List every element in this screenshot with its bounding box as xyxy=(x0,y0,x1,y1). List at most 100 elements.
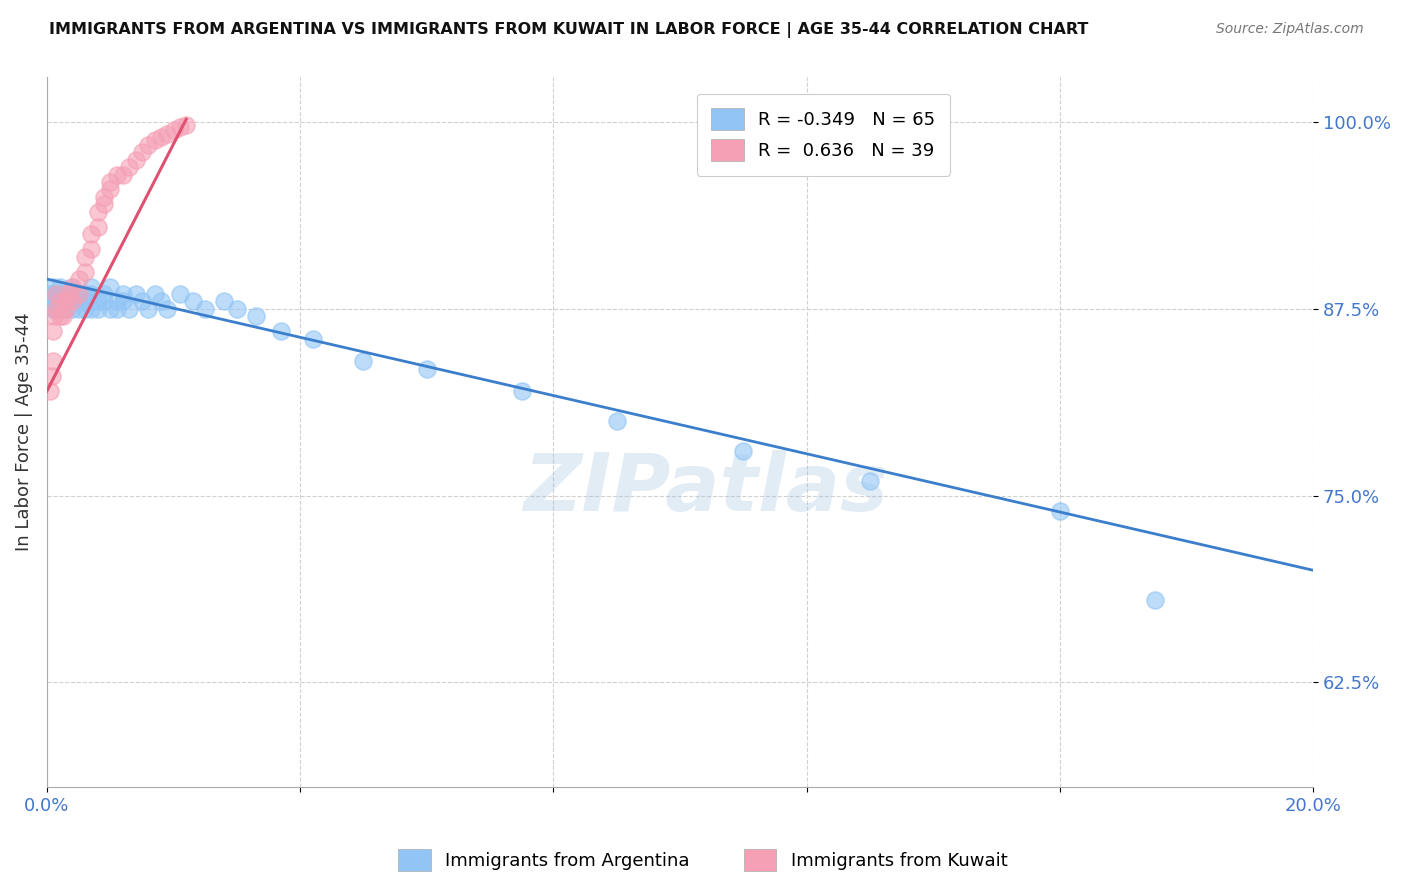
Point xyxy=(131,145,153,160)
Point xyxy=(93,190,115,204)
Point xyxy=(131,294,153,309)
Point xyxy=(124,153,146,167)
Point xyxy=(73,287,96,301)
Point xyxy=(58,287,80,301)
Point xyxy=(55,287,77,301)
Point xyxy=(162,122,184,136)
Point xyxy=(45,287,67,301)
Point xyxy=(73,250,96,264)
Point xyxy=(55,301,77,316)
Point xyxy=(174,118,197,132)
Point xyxy=(42,301,65,316)
Point xyxy=(41,369,63,384)
Point xyxy=(67,287,90,301)
Text: ZIPatlas: ZIPatlas xyxy=(523,450,889,528)
Point xyxy=(606,414,628,428)
Point xyxy=(73,294,96,309)
Point xyxy=(86,294,108,309)
Point xyxy=(169,120,191,134)
Point xyxy=(42,279,65,293)
Point xyxy=(1143,593,1166,607)
Point xyxy=(42,287,65,301)
Point xyxy=(67,287,90,301)
Point xyxy=(67,272,90,286)
Point xyxy=(86,205,108,219)
Point xyxy=(111,168,134,182)
Y-axis label: In Labor Force | Age 35-44: In Labor Force | Age 35-44 xyxy=(15,313,32,551)
Point xyxy=(111,287,134,301)
Legend: R = -0.349   N = 65, R =  0.636   N = 39: R = -0.349 N = 65, R = 0.636 N = 39 xyxy=(697,94,949,176)
Point xyxy=(98,182,121,196)
Point xyxy=(60,279,83,293)
Point xyxy=(48,294,70,309)
Point xyxy=(1049,503,1071,517)
Point xyxy=(80,242,103,256)
Point xyxy=(45,287,67,301)
Point xyxy=(86,301,108,316)
Point xyxy=(45,294,67,309)
Point xyxy=(58,294,80,309)
Point xyxy=(859,474,882,488)
Point xyxy=(52,310,75,324)
Point xyxy=(124,287,146,301)
Point xyxy=(301,332,323,346)
Point xyxy=(67,294,90,309)
Point xyxy=(181,294,204,309)
Point xyxy=(60,294,83,309)
Point xyxy=(45,301,67,316)
Point xyxy=(212,294,235,309)
Point xyxy=(93,197,115,211)
Point xyxy=(44,310,66,324)
Point xyxy=(48,279,70,293)
Point xyxy=(44,301,66,316)
Point xyxy=(39,287,62,301)
Point xyxy=(143,133,166,147)
Point xyxy=(41,294,63,309)
Point xyxy=(48,310,70,324)
Point xyxy=(98,175,121,189)
Point xyxy=(39,384,62,398)
Point xyxy=(42,354,65,368)
Point xyxy=(60,301,83,316)
Point xyxy=(48,294,70,309)
Point xyxy=(48,287,70,301)
Point xyxy=(510,384,533,398)
Point xyxy=(42,324,65,338)
Point xyxy=(270,324,292,338)
Point xyxy=(73,264,96,278)
Point xyxy=(105,168,128,182)
Point xyxy=(143,287,166,301)
Point xyxy=(80,279,103,293)
Point xyxy=(93,287,115,301)
Legend: Immigrants from Argentina, Immigrants from Kuwait: Immigrants from Argentina, Immigrants fr… xyxy=(391,842,1015,879)
Point xyxy=(60,279,83,293)
Point xyxy=(48,301,70,316)
Point xyxy=(136,137,159,152)
Point xyxy=(194,301,217,316)
Point xyxy=(55,294,77,309)
Point xyxy=(55,294,77,309)
Point xyxy=(105,301,128,316)
Point xyxy=(169,287,191,301)
Point xyxy=(136,301,159,316)
Point xyxy=(416,361,439,376)
Point xyxy=(73,301,96,316)
Point xyxy=(733,443,755,458)
Point xyxy=(86,219,108,234)
Point xyxy=(245,310,267,324)
Point xyxy=(80,287,103,301)
Point xyxy=(67,301,90,316)
Text: IMMIGRANTS FROM ARGENTINA VS IMMIGRANTS FROM KUWAIT IN LABOR FORCE | AGE 35-44 C: IMMIGRANTS FROM ARGENTINA VS IMMIGRANTS … xyxy=(49,22,1088,38)
Point xyxy=(156,301,179,316)
Point xyxy=(80,227,103,242)
Point xyxy=(118,301,141,316)
Point xyxy=(111,294,134,309)
Point xyxy=(52,287,75,301)
Point xyxy=(149,130,172,145)
Point xyxy=(105,294,128,309)
Point xyxy=(52,301,75,316)
Point xyxy=(60,287,83,301)
Point xyxy=(353,354,375,368)
Point xyxy=(118,160,141,174)
Point xyxy=(225,301,247,316)
